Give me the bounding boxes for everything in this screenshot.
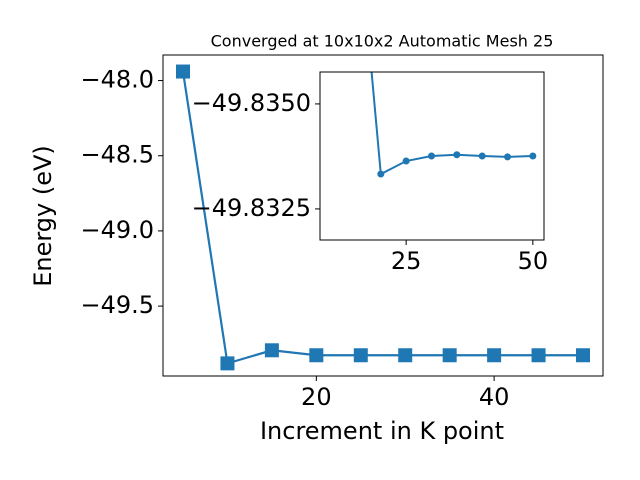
y-tick-label: −49.0: [80, 216, 154, 244]
y-tick-label: −48.5: [80, 141, 154, 169]
x-tick-label: 40: [479, 383, 510, 411]
marker: [377, 170, 385, 178]
y-axis-label: Energy (eV): [29, 145, 57, 287]
axes-frame: [162, 54, 604, 377]
marker: [402, 157, 410, 165]
x-tick-label: 20: [301, 383, 332, 411]
series-line: [181, 71, 583, 365]
marker: [487, 348, 502, 363]
y-tick-label: −49.8325: [192, 194, 311, 222]
marker: [531, 348, 546, 363]
y-tick-label: −48.0: [80, 66, 154, 94]
x-tick-label: 25: [391, 247, 422, 275]
plot-group: [176, 64, 590, 371]
marker: [453, 151, 461, 159]
y-tick-label: −49.5: [80, 291, 154, 319]
marker: [504, 153, 512, 161]
plot-group: [370, 72, 537, 178]
marker: [220, 356, 235, 371]
marker: [353, 348, 368, 363]
y-tick-label: −49.8350: [192, 89, 311, 117]
marker: [264, 343, 279, 358]
marker: [576, 348, 590, 363]
series-line: [370, 72, 533, 176]
marker: [442, 348, 457, 363]
marker: [529, 152, 537, 160]
marker: [478, 152, 486, 160]
x-tick-label: 50: [518, 247, 549, 275]
x-axis-label: Increment in K point: [260, 417, 504, 445]
marker: [427, 152, 435, 160]
marker: [398, 348, 413, 363]
marker: [176, 64, 190, 79]
axes-frame: [319, 71, 545, 241]
chart-title: Converged at 10x10x2 Automatic Mesh 25: [211, 32, 554, 51]
marker: [309, 348, 324, 363]
